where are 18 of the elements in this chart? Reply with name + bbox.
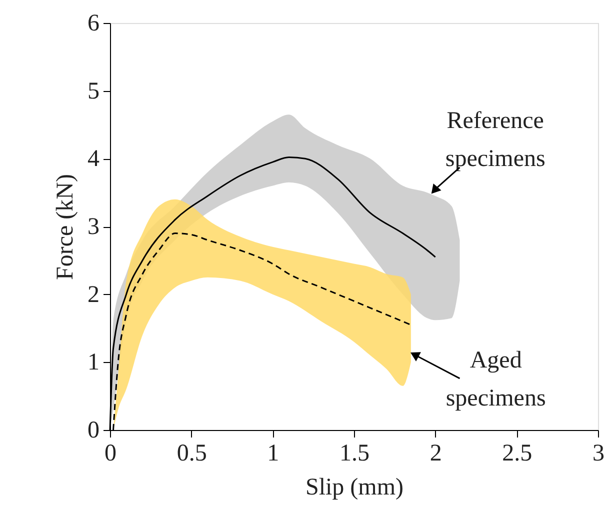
y-tick-label: 1 bbox=[88, 350, 100, 376]
annotation: Aged specimens bbox=[446, 347, 546, 412]
y-axis-title: Force (kN) bbox=[52, 174, 78, 280]
x-axis-title: Slip (mm) bbox=[305, 474, 404, 500]
x-tick-label: 0.5 bbox=[176, 440, 207, 466]
y-tick-label: 0 bbox=[88, 418, 100, 444]
y-tick-label: 2 bbox=[88, 282, 100, 308]
x-tick-label: 2.5 bbox=[502, 440, 532, 466]
x-tick-label: 0 bbox=[104, 440, 116, 466]
annotation: Reference specimens bbox=[445, 108, 546, 172]
y-tick-label: 5 bbox=[88, 78, 100, 104]
x-tick-label: 3 bbox=[592, 440, 604, 466]
x-tick-label: 1 bbox=[267, 440, 280, 466]
y-tick-label: 4 bbox=[88, 146, 100, 172]
y-tick-label: 6 bbox=[88, 10, 100, 36]
x-tick-label: 1.5 bbox=[340, 440, 370, 466]
x-tick-label: 2 bbox=[430, 440, 442, 466]
y-tick-label: 3 bbox=[88, 214, 100, 240]
